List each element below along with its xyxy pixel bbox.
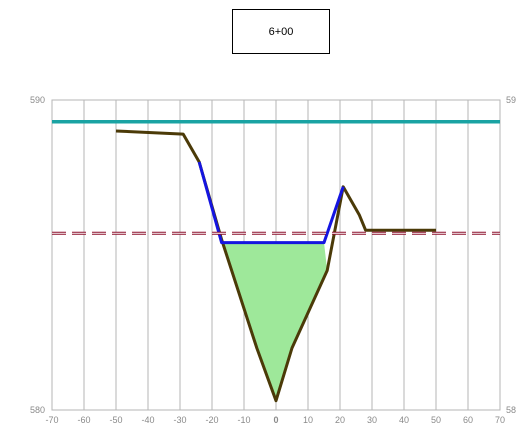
design-section-line (197, 161, 345, 245)
x-tick-label: -50 (109, 415, 122, 425)
y-tick-label-left: 590 (30, 95, 45, 105)
x-tick-label: -30 (173, 415, 186, 425)
x-tick-label: 0 (273, 415, 278, 425)
cut-fill-area (221, 242, 328, 401)
y-tick-label-left: 580 (30, 405, 45, 415)
x-tick-label: 10 (303, 415, 313, 425)
y-tick-label-right: 59 (506, 95, 516, 105)
x-tick-label: -20 (205, 415, 218, 425)
x-tick-label: -10 (237, 415, 250, 425)
x-tick-label: -60 (77, 415, 90, 425)
x-tick-label: 40 (399, 415, 409, 425)
x-tick-label: 20 (335, 415, 345, 425)
y-tick-label-right: 58 (506, 405, 516, 415)
series-layer (52, 119, 500, 403)
fill-layer (221, 242, 328, 401)
x-tick-label: 70 (495, 415, 505, 425)
x-tick-label: 30 (367, 415, 377, 425)
chart-title: 6+00 (232, 9, 330, 54)
x-tick-label: 60 (463, 415, 473, 425)
x-tick-label: -40 (141, 415, 154, 425)
x-tick-label: -70 (45, 415, 58, 425)
tick-layer: -70 -60 -50 -40 -30 -20 -10 0 10 20 30 40 50 60 70 580 5… (30, 95, 516, 425)
ground-profile-line (115, 129, 436, 403)
x-tick-label: 50 (431, 415, 441, 425)
